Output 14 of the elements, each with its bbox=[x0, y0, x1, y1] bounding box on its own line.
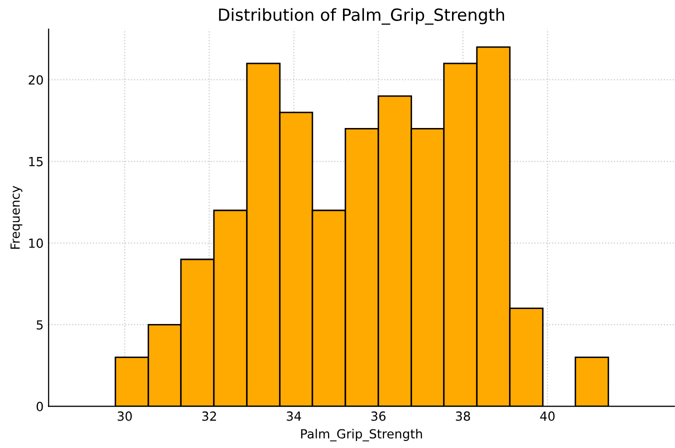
chart-title: Distribution of Palm_Grip_Strength bbox=[219, 8, 504, 25]
y-tick-label: 5 bbox=[36, 320, 43, 330]
y-axis-title: Frequency bbox=[10, 186, 22, 249]
x-tick-label: 38 bbox=[456, 411, 470, 421]
x-tick-label: 32 bbox=[202, 411, 216, 421]
y-tick-label: 15 bbox=[29, 157, 43, 166]
y-tick-label: 10 bbox=[29, 238, 43, 248]
x-tick-label: 34 bbox=[286, 411, 302, 421]
x-tick-label: 36 bbox=[371, 411, 386, 421]
y-tick-label: 20 bbox=[28, 75, 43, 85]
x-tick-label: 30 bbox=[118, 411, 132, 421]
y-tick-label: 0 bbox=[36, 402, 43, 412]
x-axis-title: Palm_Grip_Strength bbox=[301, 428, 422, 442]
x-tick-label: 40 bbox=[540, 411, 555, 421]
